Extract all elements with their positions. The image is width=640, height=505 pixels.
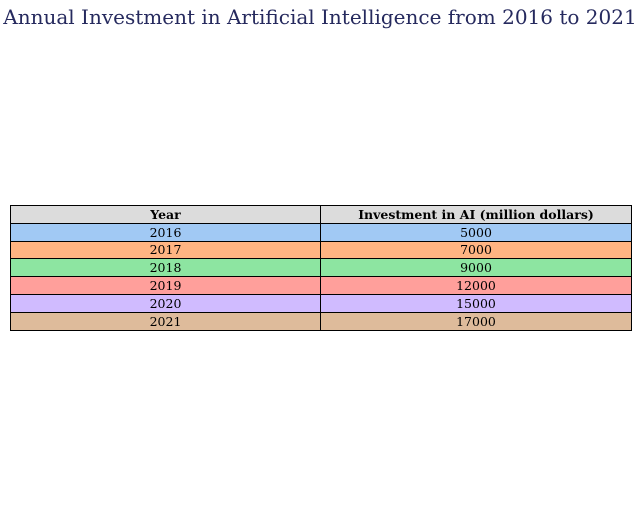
year-cell: 2019 — [10, 276, 321, 295]
table-row: 2021 17000 — [10, 311, 632, 331]
investment-cell: 12000 — [320, 276, 632, 295]
data-table: Year Investment in AI (million dollars) … — [10, 205, 632, 331]
table-row: 2018 9000 — [10, 258, 632, 278]
investment-cell: 5000 — [320, 222, 632, 242]
year-cell: 2017 — [10, 240, 321, 260]
year-cell: 2016 — [10, 222, 321, 242]
chart-title: Annual Investment in Artificial Intellig… — [3, 5, 637, 29]
investment-cell: 15000 — [320, 293, 632, 313]
table-row: 2019 12000 — [10, 276, 632, 295]
investment-cell: 9000 — [320, 258, 632, 278]
column-header-investment: Investment in AI (million dollars) — [320, 205, 632, 224]
table-body: 2016 5000 2017 7000 2018 9000 2019 12000 2020 150… — [10, 222, 632, 331]
table-row: 2017 7000 — [10, 240, 632, 260]
year-cell: 2021 — [10, 311, 321, 331]
column-header-year: Year — [10, 205, 321, 224]
year-cell: 2018 — [10, 258, 321, 278]
table-row: 2020 15000 — [10, 293, 632, 313]
investment-cell: 17000 — [320, 311, 632, 331]
investment-cell: 7000 — [320, 240, 632, 260]
table-row: 2016 5000 — [10, 222, 632, 242]
year-cell: 2020 — [10, 293, 321, 313]
table-header-row: Year Investment in AI (million dollars) — [10, 205, 632, 224]
